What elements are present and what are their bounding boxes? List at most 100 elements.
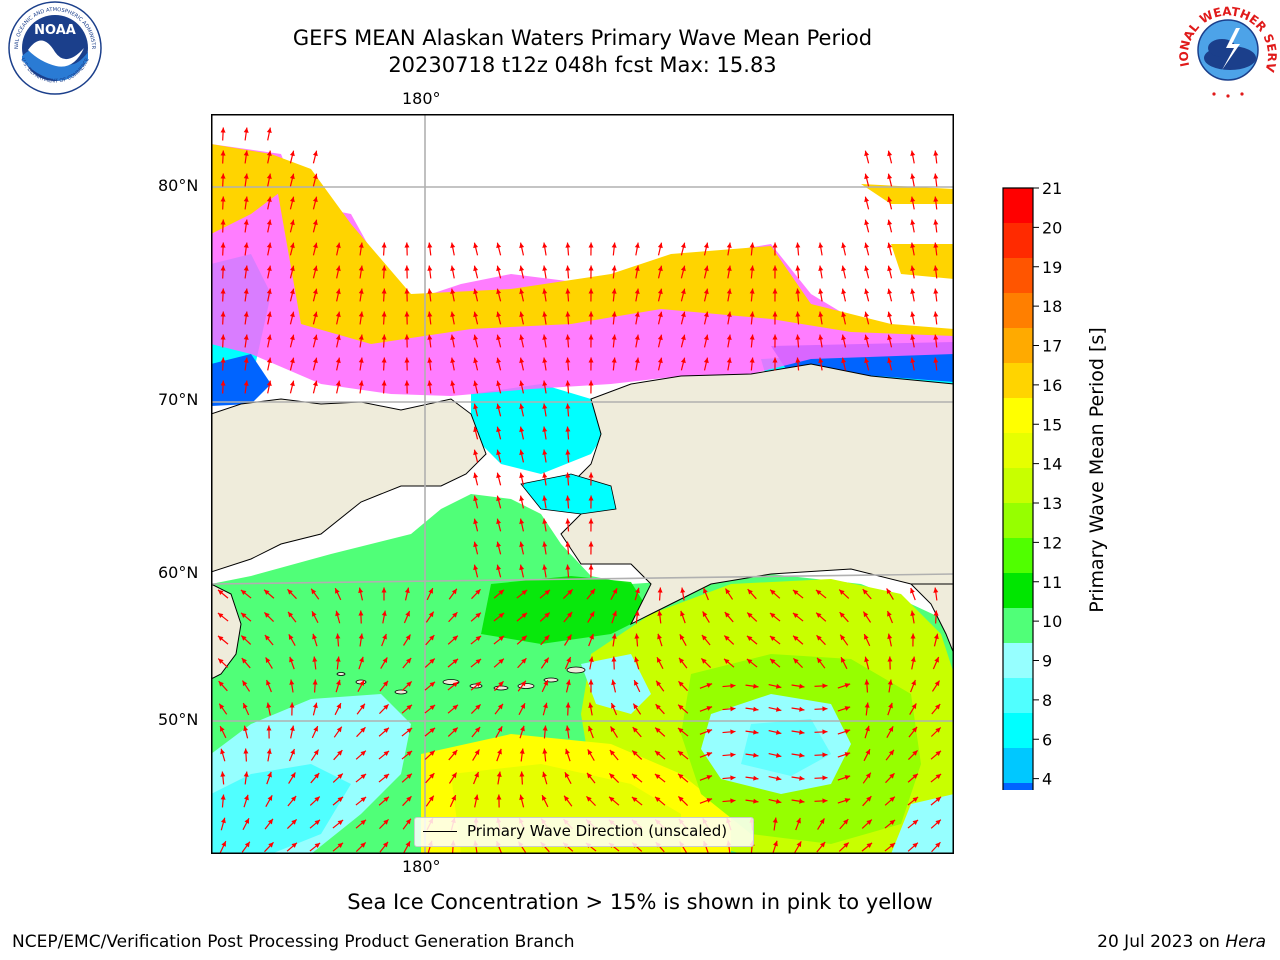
wave-direction-arrowhead [864, 679, 870, 685]
wave-direction-arrowhead [452, 658, 459, 664]
wave-direction-arrowhead [382, 680, 389, 687]
wave-direction-arrowhead [841, 334, 847, 341]
wave-direction-arrowhead [473, 794, 479, 801]
wave-direction-arrowhead [701, 634, 707, 641]
wave-direction-arrowhead [565, 702, 571, 708]
wave-direction-arrowhead [631, 796, 638, 803]
wave-direction-arrowhead [473, 495, 479, 502]
wave-direction-arrowhead [383, 727, 389, 733]
wave-direction-arrowhead [497, 703, 503, 710]
colorbar-band [1003, 363, 1033, 398]
wave-direction-arrowhead [746, 635, 753, 641]
wave-direction-arrowhead [405, 818, 411, 825]
wave-direction-arrowhead [935, 842, 941, 848]
wave-direction-arrowhead [404, 311, 410, 317]
wave-direction-arrowhead [496, 472, 502, 479]
wave-direction-arrowhead [266, 219, 272, 226]
wave-direction-arrowhead [289, 150, 295, 157]
wave-direction-arrowhead [655, 796, 661, 802]
wave-direction-arrowhead [839, 589, 845, 595]
wave-direction-arrowhead [220, 771, 226, 777]
wave-direction-arrowhead [336, 726, 342, 733]
wave-direction-arrowhead [335, 334, 341, 341]
lon-label-bottom: 180° [402, 857, 441, 876]
wave-direction-arrowhead [588, 334, 594, 340]
colorbar-label: Primary Wave Mean Period [s] [1086, 327, 1108, 613]
wave-direction-arrowhead [933, 196, 939, 202]
wave-direction-arrowhead [678, 796, 684, 802]
land-siberia [211, 398, 487, 573]
wave-direction-arrowhead [474, 749, 480, 756]
wave-direction-arrowhead [474, 771, 479, 778]
wave-direction-arrowhead [588, 242, 594, 248]
wave-direction-arrowhead [519, 426, 525, 433]
wave-direction-arrowhead [634, 357, 640, 363]
wave-direction-arrowhead [359, 680, 365, 686]
wave-direction-arrowhead [360, 819, 366, 825]
wave-direction-arrowhead [795, 357, 801, 363]
wave-direction-arrowhead [679, 657, 685, 664]
wave-direction-arrowhead [337, 842, 344, 848]
wave-direction-arrowhead [933, 265, 939, 271]
wave-direction-arrowhead [450, 380, 456, 387]
wave-direction-arrowhead [542, 495, 548, 501]
wave-direction-arrowhead [753, 798, 759, 804]
lat-label-70: 70°N [158, 390, 199, 409]
wave-direction-arrowhead [405, 634, 411, 641]
wave-direction-arrowhead [566, 657, 571, 663]
wave-direction-arrowhead [702, 611, 708, 618]
wave-direction-arrowhead [429, 704, 436, 711]
wave-direction-arrowhead [706, 752, 713, 757]
wave-direction-arrowhead [241, 612, 247, 618]
wave-direction-arrowhead [219, 703, 225, 710]
wave-direction-arrowhead [220, 242, 226, 248]
wave-direction-arrowhead [865, 725, 870, 732]
wave-direction-arrowhead [542, 334, 548, 340]
wave-direction-arrowhead [243, 219, 249, 225]
wave-direction-arrowhead [473, 334, 479, 341]
wave-direction-arrowhead [289, 242, 295, 249]
wave-direction-arrowhead [383, 773, 390, 780]
wave-direction-arrowhead [565, 449, 571, 455]
wave-direction-arrowhead [730, 798, 736, 804]
colorbar-band [1003, 748, 1033, 783]
wave-direction-arrowhead [747, 589, 753, 595]
wave-direction-arrowhead [521, 612, 528, 618]
wave-direction-arrowhead [912, 750, 918, 756]
wave-direction-arrowhead [724, 658, 730, 664]
wave-direction-arrowhead [567, 589, 573, 595]
wave-direction-arrowhead [406, 704, 412, 710]
wave-direction-arrowhead [429, 658, 435, 664]
wave-direction-arrowhead [795, 242, 801, 248]
graticule [211, 114, 954, 854]
wave-direction-arrowhead [634, 311, 640, 317]
wave-direction-arrowhead [799, 683, 805, 689]
footer-date: 20 Jul 2023 on Hera [1097, 932, 1266, 952]
wave-direction-arrowhead [840, 634, 846, 641]
wave-direction-arrowhead [589, 633, 594, 640]
wave-direction-arrowhead [910, 311, 916, 318]
wave-direction-arrowhead [799, 706, 805, 712]
wave-direction-arrowhead [542, 242, 548, 248]
wave-direction-arrowhead [565, 472, 571, 478]
wave-direction-arrowhead [519, 449, 525, 456]
wave-direction-arrowhead [611, 311, 617, 317]
wave-direction-arrowhead [475, 589, 481, 595]
wave-direction-arrowhead [680, 587, 686, 593]
wave-direction-arrowhead [289, 173, 295, 180]
wave-direction-arrowhead [220, 288, 226, 294]
wave-direction-arrowhead [241, 635, 247, 641]
wave-direction-arrowhead [726, 265, 732, 271]
wave-direction-arrowhead [335, 242, 341, 249]
wave-direction-arrowhead [382, 633, 387, 640]
wave-direction-arrowhead [912, 842, 918, 848]
wave-direction-arrowhead [243, 173, 249, 179]
wave-direction-arrowhead [520, 703, 525, 709]
wave-direction-arrowhead [217, 612, 224, 619]
wave-direction-arrowhead [799, 729, 805, 735]
wave-direction-arrowhead [291, 795, 297, 802]
colorbar-band [1003, 468, 1033, 503]
wave-direction-arrowhead [383, 796, 389, 802]
wave-direction-arrowhead [747, 612, 753, 618]
wave-direction-arrowhead [243, 288, 249, 294]
